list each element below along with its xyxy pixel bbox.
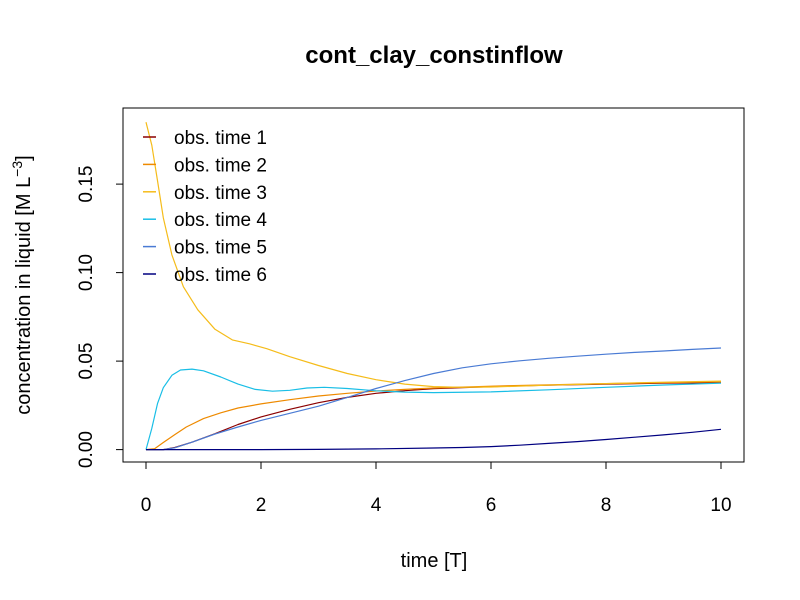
legend-label: obs. time 5	[174, 238, 267, 259]
x-tick-label: 0	[141, 495, 152, 516]
chart-title: cont_clay_constinflow	[305, 42, 563, 69]
legend-label: obs. time 6	[174, 265, 267, 286]
legend-label: obs. time 4	[174, 210, 267, 231]
series-line-obs-time-4	[145, 368, 722, 450]
legend-item-obs-time-4: obs. time 4	[143, 210, 267, 231]
x-tick-label: 10	[710, 495, 731, 516]
legend-label: obs. time 2	[174, 155, 267, 176]
y-axis-label-main: concentration in liquid [M L	[13, 177, 35, 415]
x-tick-label: 8	[601, 495, 612, 516]
y-axis: 0.00 0.05 0.10 0.15	[76, 166, 124, 468]
legend-item-obs-time-5: obs. time 5	[143, 238, 267, 259]
y-axis-label: concentration in liquid [M L−3]	[9, 155, 35, 414]
legend-item-obs-time-1: obs. time 1	[143, 128, 267, 149]
x-axis: 0 2 4 6 8 10	[141, 461, 732, 516]
x-axis-label: time [T]	[401, 550, 468, 572]
legend-item-obs-time-3: obs. time 3	[143, 183, 267, 204]
y-axis-label-superscript: −3	[9, 161, 25, 177]
legend-item-obs-time-6: obs. time 6	[143, 265, 267, 286]
y-tick-label: 0.15	[76, 166, 97, 203]
series-line-obs-time-3	[145, 122, 722, 388]
series-line-obs-time-5	[146, 347, 722, 451]
y-tick-label: 0.05	[76, 343, 97, 380]
legend: obs. time 1 obs. time 2 obs. time 3 obs. ti…	[143, 128, 267, 286]
x-tick-label: 6	[486, 495, 497, 516]
series-line-obs-time-2	[145, 381, 722, 451]
y-axis-label-end: ]	[13, 155, 35, 161]
series-lines	[145, 122, 722, 451]
legend-label: obs. time 3	[174, 183, 267, 204]
legend-label: obs. time 1	[174, 128, 267, 149]
x-tick-label: 4	[371, 495, 382, 516]
legend-item-obs-time-2: obs. time 2	[143, 155, 267, 176]
y-tick-label: 0.00	[76, 431, 97, 468]
y-tick-label: 0.10	[76, 254, 97, 291]
series-line-obs-time-6	[146, 428, 722, 451]
x-tick-label: 2	[256, 495, 267, 516]
